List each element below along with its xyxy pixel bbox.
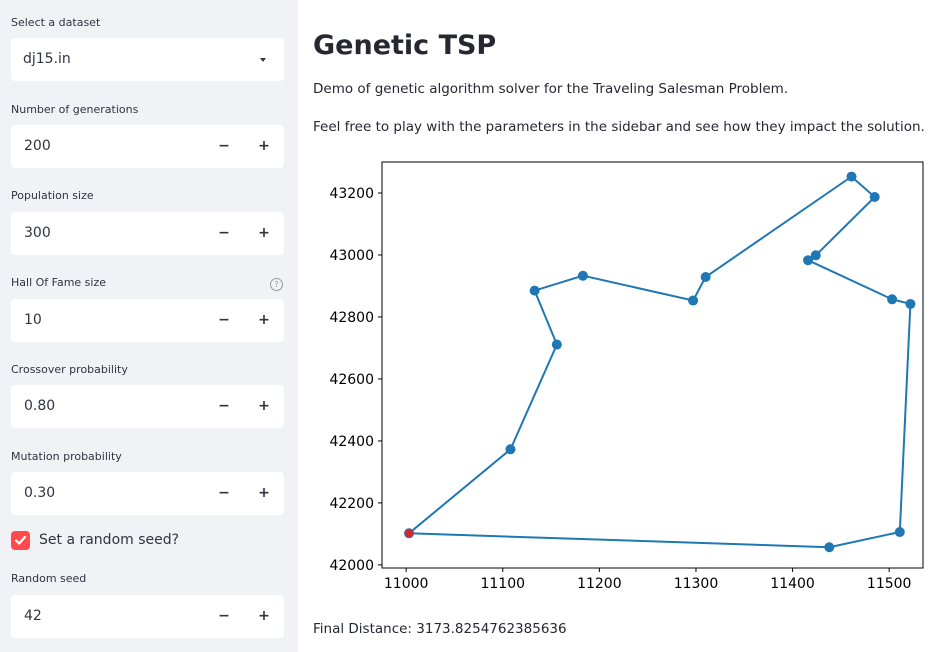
random-seed-checkbox-label[interactable]: Set a random seed? [39, 532, 180, 548]
seed-value[interactable]: 42 [24, 608, 42, 624]
page-title: Genetic TSP [313, 30, 497, 61]
hof-decrement-button[interactable]: − [218, 312, 230, 328]
plot-frame [381, 161, 924, 569]
seed-label: Random seed [11, 572, 87, 585]
hof-input[interactable]: 10 − + [11, 299, 284, 342]
mutation-label: Mutation probability [11, 450, 122, 463]
seed-decrement-button[interactable]: − [218, 608, 230, 624]
population-label: Population size [11, 189, 94, 202]
city-point [905, 298, 916, 309]
population-decrement-button[interactable]: − [218, 225, 230, 241]
y-tick-label: 42600 [329, 372, 374, 388]
city-point [529, 285, 540, 296]
seed-increment-button[interactable]: + [258, 608, 270, 624]
population-value[interactable]: 300 [24, 225, 51, 241]
generations-value[interactable]: 200 [24, 138, 51, 154]
city-point [887, 294, 898, 305]
x-tick-label: 11300 [674, 576, 719, 590]
random-seed-checkbox[interactable] [11, 531, 30, 550]
city-point [894, 527, 905, 538]
x-tick-label: 11400 [770, 576, 815, 590]
hof-label: Hall Of Fame size [11, 276, 107, 289]
y-tick-label: 43000 [329, 248, 374, 264]
crossover-input[interactable]: 0.80 − + [11, 385, 284, 428]
crossover-decrement-button[interactable]: − [218, 398, 230, 414]
description-text: Demo of genetic algorithm solver for the… [313, 81, 789, 97]
crossover-label: Crossover probability [11, 363, 128, 376]
chevron-down-icon[interactable] [260, 58, 266, 62]
start-point [405, 529, 414, 538]
x-tick-label: 11000 [384, 576, 429, 590]
dataset-select[interactable]: dj15.in [11, 38, 284, 81]
city-point [869, 192, 880, 203]
x-tick-label: 11200 [577, 576, 622, 590]
y-tick-label: 43200 [329, 186, 374, 202]
city-point [810, 250, 821, 261]
generations-input[interactable]: 200 − + [11, 125, 284, 168]
y-tick-label: 42400 [329, 434, 374, 450]
y-tick-label: 42000 [329, 558, 374, 574]
mutation-value[interactable]: 0.30 [24, 485, 56, 501]
seed-input[interactable]: 42 − + [11, 595, 284, 638]
city-point [688, 295, 699, 306]
final-distance-text: Final Distance: 3173.8254762385636 [313, 621, 567, 637]
y-tick-label: 42800 [329, 310, 374, 326]
checkmark-icon [14, 535, 27, 545]
dataset-label: Select a dataset [11, 16, 101, 29]
generations-decrement-button[interactable]: − [218, 138, 230, 154]
city-point [700, 271, 711, 282]
population-increment-button[interactable]: + [258, 225, 270, 241]
help-icon[interactable]: ? [270, 278, 283, 291]
crossover-value[interactable]: 0.80 [24, 398, 56, 414]
main-content: Genetic TSP Demo of genetic algorithm so… [298, 0, 941, 652]
hof-increment-button[interactable]: + [258, 312, 270, 328]
sidebar: Select a dataset dj15.in Number of gener… [0, 0, 298, 652]
route-chart: 11000 11100 11200 11300 11400 11500 42000 42200… [329, 161, 924, 590]
generations-label: Number of generations [11, 103, 139, 116]
mutation-decrement-button[interactable]: − [218, 485, 230, 501]
y-tick-label: 42200 [329, 496, 374, 512]
x-tick-label: 11500 [867, 576, 912, 590]
city-point [803, 255, 814, 266]
population-input[interactable]: 300 − + [11, 212, 284, 255]
city-point [577, 270, 588, 281]
x-tick-label: 11100 [480, 576, 525, 590]
crossover-increment-button[interactable]: + [258, 398, 270, 414]
generations-increment-button[interactable]: + [258, 138, 270, 154]
instructions-text: Feel free to play with the parameters in… [313, 119, 925, 135]
mutation-increment-button[interactable]: + [258, 485, 270, 501]
city-point [824, 542, 835, 553]
city-point [505, 444, 516, 455]
hof-value[interactable]: 10 [24, 312, 42, 328]
route-line [408, 175, 912, 549]
mutation-input[interactable]: 0.30 − + [11, 472, 284, 515]
city-point [551, 339, 562, 350]
dataset-value: dj15.in [23, 51, 71, 67]
city-point [846, 171, 857, 182]
